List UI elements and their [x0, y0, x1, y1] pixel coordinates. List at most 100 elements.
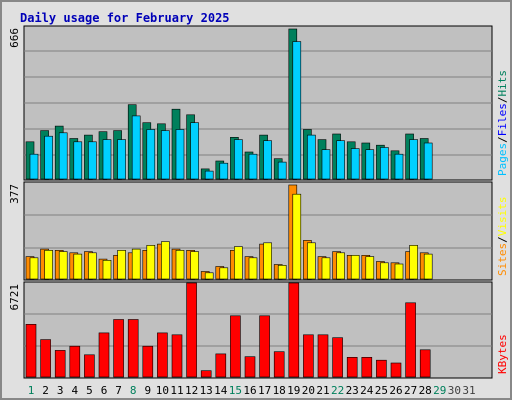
bottom-ymax-label: 6721: [8, 284, 21, 311]
bar-kbytes-day-28: [419, 349, 431, 378]
bar-visits-day-22: [336, 252, 345, 280]
bar-visits-day-12: [190, 251, 199, 280]
bar-files-day-23: [350, 148, 360, 180]
bar-kbytes-day-12: [186, 282, 197, 378]
top-ymax-label: 666: [8, 28, 21, 48]
day-label-1: 1: [28, 384, 35, 397]
bar-kbytes-day-9: [142, 345, 154, 378]
bar-files-day-8: [131, 115, 141, 180]
day-label-24: 24: [360, 384, 374, 397]
bar-visits-day-3: [58, 251, 68, 280]
day-label-16: 16: [243, 384, 256, 397]
bar-files-day-27: [409, 139, 418, 180]
bar-kbytes-day-1: [25, 323, 37, 378]
bar-kbytes-day-19: [288, 282, 300, 378]
day-label-28: 28: [419, 384, 432, 397]
day-label-22: 22: [331, 384, 344, 397]
bar-kbytes-day-6: [98, 332, 110, 378]
bar-visits-day-15: [234, 246, 243, 280]
bar-files-day-26: [394, 153, 404, 180]
bottom-legend-part: KBytes: [496, 334, 509, 374]
day-label-14: 14: [214, 384, 228, 397]
bar-kbytes-day-3: [54, 350, 66, 378]
day-label-19: 19: [287, 384, 300, 397]
bar-kbytes-day-18: [273, 351, 285, 378]
bar-files-day-22: [336, 140, 345, 180]
day-label-15: 15: [229, 384, 242, 397]
day-label-17: 17: [258, 384, 271, 397]
bar-files-day-9: [146, 129, 156, 180]
bar-kbytes-day-26: [390, 362, 402, 378]
bar-files-day-20: [307, 134, 316, 180]
bar-visits-day-25: [380, 262, 389, 280]
day-label-5: 5: [86, 384, 93, 397]
bar-files-day-18: [277, 161, 287, 180]
bar-kbytes-day-11: [171, 334, 183, 378]
bar-kbytes-day-27: [405, 302, 416, 378]
middle-ymax-label: 377: [8, 184, 21, 204]
bar-kbytes-day-22: [332, 337, 343, 378]
bar-files-day-10: [161, 130, 170, 180]
bar-kbytes-day-25: [376, 359, 387, 378]
bar-kbytes-day-23: [346, 356, 358, 378]
day-label-13: 13: [200, 384, 213, 397]
day-label-27: 27: [404, 384, 417, 397]
bar-kbytes-day-10: [157, 332, 168, 378]
day-label-18: 18: [273, 384, 286, 397]
bar-kbytes-day-4: [69, 345, 81, 378]
bar-visits-day-16: [248, 257, 258, 280]
day-label-6: 6: [101, 384, 108, 397]
bar-files-day-6: [102, 139, 112, 180]
bar-files-day-21: [321, 149, 331, 180]
bar-visits-day-7: [117, 250, 126, 280]
bar-visits-day-18: [277, 264, 287, 280]
bar-visits-day-28: [423, 253, 433, 280]
bar-kbytes-day-20: [303, 334, 314, 378]
bar-visits-day-1: [29, 257, 39, 280]
day-label-23: 23: [346, 384, 359, 397]
bar-visits-day-14: [219, 267, 229, 280]
bar-files-day-11: [175, 129, 185, 180]
day-label-3: 3: [57, 384, 64, 397]
bar-visits-day-8: [131, 248, 141, 280]
bar-kbytes-day-15: [230, 315, 241, 378]
bar-visits-day-11: [175, 250, 185, 280]
bar-visits-day-23: [350, 255, 360, 280]
top-legend-part: Files: [496, 103, 509, 136]
bar-kbytes-day-7: [113, 319, 124, 378]
day-label-30: 30: [448, 384, 461, 397]
middle-legend-part: Visits: [496, 197, 509, 237]
chart-title: Daily usage for February 2025: [20, 11, 230, 25]
day-label-7: 7: [115, 384, 122, 397]
bar-visits-day-17: [263, 242, 272, 280]
bar-visits-day-4: [73, 253, 83, 280]
day-label-11: 11: [170, 384, 183, 397]
day-label-4: 4: [71, 384, 78, 397]
top-legend-part: Hits: [496, 70, 509, 97]
bar-kbytes-day-24: [361, 356, 373, 378]
bar-files-day-14: [219, 162, 229, 180]
bar-kbytes-day-13: [200, 370, 212, 378]
day-label-25: 25: [375, 384, 388, 397]
bar-kbytes-day-21: [317, 334, 329, 378]
day-label-8: 8: [130, 384, 137, 397]
bar-kbytes-day-16: [244, 356, 256, 378]
day-label-21: 21: [316, 384, 329, 397]
day-label-20: 20: [302, 384, 315, 397]
bar-visits-day-5: [88, 252, 97, 280]
day-label-9: 9: [144, 384, 151, 397]
bar-kbytes-day-17: [259, 315, 270, 378]
bar-visits-day-19: [292, 193, 302, 280]
day-label-10: 10: [156, 384, 169, 397]
day-label-31: 31: [462, 384, 475, 397]
bar-files-day-4: [73, 141, 83, 180]
bar-files-day-15: [234, 139, 243, 180]
bar-visits-day-13: [204, 272, 214, 280]
day-label-29: 29: [433, 384, 446, 397]
bar-visits-day-9: [146, 245, 156, 280]
bar-kbytes-day-5: [84, 354, 95, 378]
bar-visits-day-26: [394, 263, 404, 280]
bar-files-day-2: [44, 135, 53, 180]
day-label-12: 12: [185, 384, 198, 397]
